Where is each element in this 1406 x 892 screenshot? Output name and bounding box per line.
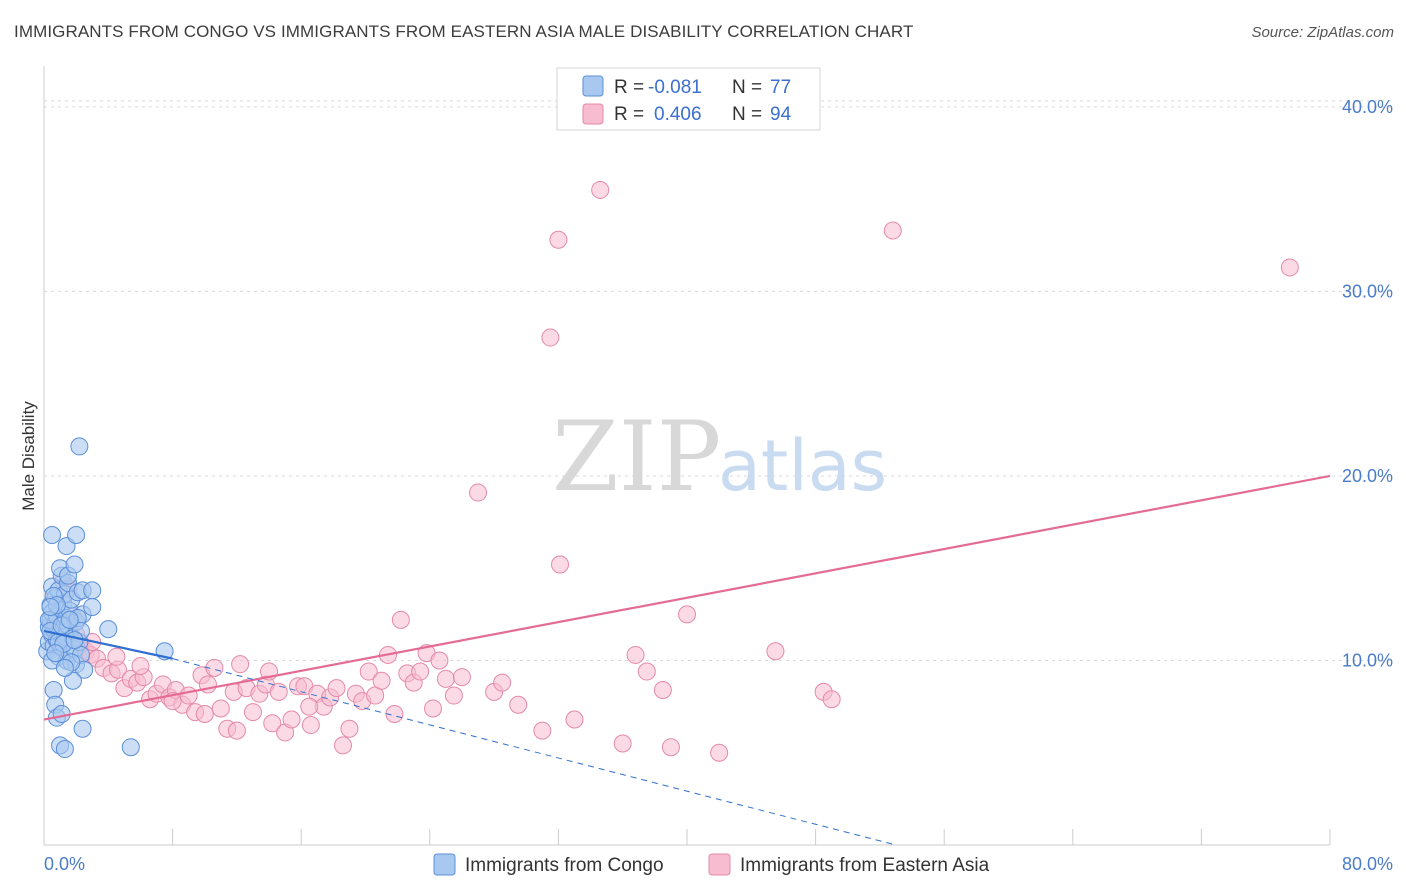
- correlation-legend: R = -0.081 N = 77 R = 0.406 N = 94: [556, 67, 821, 131]
- bottom-legend-swatch-eastern-asia: [708, 853, 731, 876]
- eastern-asia-point: [710, 743, 729, 762]
- congo-point: [83, 597, 102, 616]
- eastern-asia-point: [327, 679, 346, 698]
- bottom-legend-label-congo: Immigrants from Congo: [465, 855, 664, 876]
- eastern-asia-point: [333, 736, 352, 755]
- legend-r-value-eastern-asia: 0.406: [654, 104, 702, 125]
- congo-point: [55, 658, 74, 677]
- eastern-asia-point: [391, 610, 410, 629]
- congo-point: [63, 671, 82, 690]
- eastern-asia-point: [444, 686, 463, 705]
- congo-point: [55, 740, 74, 759]
- eastern-asia-point: [626, 645, 645, 664]
- eastern-asia-point: [195, 704, 214, 723]
- eastern-asia-point: [411, 662, 430, 681]
- eastern-asia-point: [436, 669, 455, 688]
- eastern-asia-point: [231, 655, 250, 674]
- eastern-asia-point: [107, 647, 126, 666]
- congo-point: [65, 631, 84, 650]
- chart-title: IMMIGRANTS FROM CONGO VS IMMIGRANTS FROM…: [14, 22, 914, 41]
- eastern-asia-point: [661, 738, 680, 757]
- congo-point: [99, 620, 118, 639]
- eastern-asia-point: [227, 721, 246, 740]
- eastern-asia-point: [205, 658, 224, 677]
- eastern-asia-point: [591, 180, 610, 199]
- legend-n-value-congo: 77: [770, 77, 791, 98]
- congo-trend-line: [43, 629, 173, 660]
- y-tick-label: 20.0%: [1342, 466, 1393, 486]
- eastern-asia-point: [551, 555, 570, 574]
- bottom-legend-swatch-congo: [433, 853, 456, 876]
- eastern-asia-point: [269, 682, 288, 701]
- eastern-asia-point: [549, 230, 568, 249]
- grid-lines: [44, 100, 1392, 661]
- legend-swatch-congo: [582, 75, 604, 97]
- eastern-asia-point: [263, 714, 282, 733]
- eastern-asia-trend-line: [43, 474, 1331, 721]
- eastern-asia-point: [533, 721, 552, 740]
- legend-swatch-eastern-asia: [582, 103, 604, 125]
- eastern-asia-point: [469, 483, 488, 502]
- eastern-asia-point: [430, 651, 449, 670]
- y-tick-label: 10.0%: [1342, 650, 1393, 670]
- eastern-asia-point: [243, 703, 262, 722]
- eastern-asia-point: [340, 719, 359, 738]
- watermark-zip: ZIP: [552, 401, 721, 513]
- eastern-asia-point: [372, 671, 391, 690]
- series-congo-points: [38, 437, 174, 759]
- congo-point: [67, 526, 86, 544]
- eastern-asia-point: [637, 662, 656, 681]
- eastern-asia-point: [678, 605, 696, 624]
- eastern-asia-point: [131, 657, 150, 676]
- axes: [43, 66, 1331, 846]
- bottom-legend-label-eastern-asia: Immigrants from Eastern Asia: [740, 855, 990, 876]
- legend-n-value-eastern-asia: 94: [770, 104, 792, 125]
- eastern-asia-point: [359, 662, 378, 681]
- eastern-asia-point: [883, 221, 902, 240]
- eastern-asia-point: [541, 328, 560, 347]
- eastern-asia-point: [613, 734, 632, 753]
- y-tick-label: 40.0%: [1342, 97, 1393, 117]
- eastern-asia-point: [301, 716, 320, 735]
- legend-r-label-congo: R =: [614, 77, 644, 98]
- eastern-asia-point: [653, 681, 672, 699]
- congo-point: [43, 526, 62, 544]
- congo-point: [83, 581, 102, 600]
- eastern-asia-point: [452, 668, 471, 687]
- congo-point: [70, 437, 89, 456]
- legend-n-label-eastern-asia: N =: [732, 104, 762, 125]
- y-axis-label: Male Disability: [19, 401, 38, 511]
- eastern-asia-point: [282, 710, 301, 729]
- trend-lines: [43, 474, 1331, 846]
- congo-point: [73, 719, 92, 738]
- legend-r-label-eastern-asia: R =: [614, 104, 644, 125]
- eastern-asia-point: [179, 686, 198, 705]
- eastern-asia-point: [822, 690, 841, 709]
- eastern-asia-point: [424, 699, 443, 718]
- eastern-asia-point: [493, 673, 512, 692]
- eastern-asia-point: [565, 710, 584, 729]
- eastern-asia-point: [211, 699, 230, 718]
- tick-labels: 10.0% 20.0% 30.0% 40.0% 0.0% 80.0%: [44, 97, 1393, 874]
- congo-point: [46, 644, 65, 663]
- eastern-asia-point: [300, 697, 319, 716]
- source-label: Source: ZipAtlas.com: [1251, 24, 1394, 41]
- eastern-asia-point: [1280, 258, 1299, 277]
- congo-point: [121, 738, 140, 757]
- congo-point: [60, 610, 79, 629]
- y-tick-label: 30.0%: [1342, 281, 1393, 301]
- eastern-asia-point: [766, 642, 785, 661]
- congo-trend-extension: [172, 658, 897, 846]
- series-legend: Immigrants from Congo Immigrants from Ea…: [433, 853, 990, 876]
- congo-point: [65, 555, 84, 574]
- watermark-atlas: atlas: [718, 425, 887, 507]
- watermark: ZIP atlas: [552, 401, 887, 513]
- x-tick-label: 0.0%: [44, 854, 85, 874]
- congo-point: [41, 597, 60, 616]
- legend-r-value-congo: -0.081: [648, 77, 702, 98]
- x-tick-label: 80.0%: [1342, 854, 1393, 874]
- eastern-asia-point: [509, 695, 528, 714]
- legend-n-label-congo: N =: [732, 77, 762, 98]
